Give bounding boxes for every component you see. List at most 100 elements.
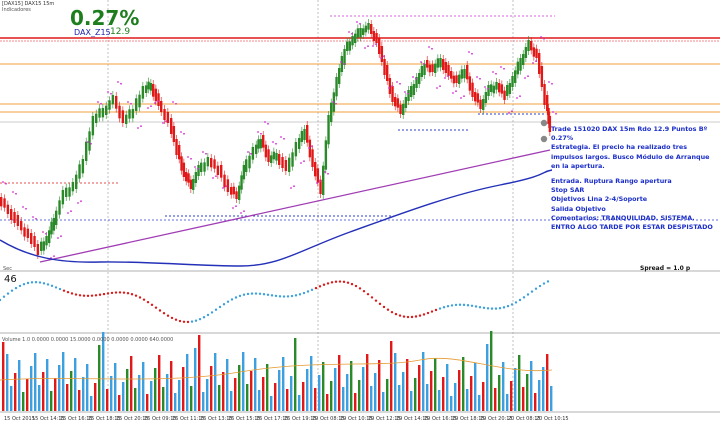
date-label: 19 Oct 14:15 — [396, 416, 429, 422]
candle-body — [452, 75, 456, 84]
sar-dot — [516, 97, 518, 99]
oscillator-dot — [398, 314, 402, 317]
volume-bar — [70, 371, 73, 411]
chart-header-subtitle: Indicadores — [2, 7, 31, 13]
sar-dot — [311, 145, 313, 148]
volume-bar — [446, 364, 449, 411]
volume-bar — [118, 395, 121, 411]
sar-dot — [5, 182, 7, 185]
oscillator-dot — [422, 313, 426, 316]
sar-dot — [232, 207, 234, 209]
candle-body — [508, 83, 512, 94]
volume-bar — [162, 387, 165, 411]
oscillator-dot — [106, 292, 110, 295]
candle-body — [484, 92, 488, 103]
candle-body — [428, 64, 432, 73]
sar-dot — [264, 121, 266, 123]
sar-dot — [243, 210, 245, 213]
volume-bar — [314, 388, 317, 411]
candle-body — [474, 92, 477, 102]
volume-bar — [262, 377, 265, 411]
candle-body — [468, 76, 472, 91]
note-line: Estrategia. El precio ha realizado tres … — [551, 143, 710, 170]
candle-body — [402, 104, 405, 115]
oscillator-dot — [170, 316, 174, 320]
sar-dot — [235, 205, 237, 208]
candle-body — [180, 156, 183, 171]
oscillator-dot — [210, 311, 214, 314]
oscillator-dot — [302, 291, 306, 295]
candle-body — [61, 190, 65, 205]
sar-dot — [511, 110, 513, 113]
volume-bar — [246, 384, 249, 411]
oscillator-dot — [498, 306, 502, 310]
candle-body — [213, 159, 216, 169]
sar-dot — [423, 62, 425, 65]
sar-dot — [460, 97, 462, 99]
volume-bar — [6, 354, 9, 411]
oscillator-dot — [134, 294, 138, 297]
date-label: 15 Oct 18:15 — [88, 416, 121, 422]
oscillator-dot — [222, 303, 226, 306]
oscillator-dot — [362, 289, 366, 293]
oscillator-dot — [478, 305, 482, 309]
candle-body — [431, 64, 434, 72]
volume-bar — [298, 395, 301, 411]
sar-dot — [15, 192, 17, 195]
sar-dot — [165, 120, 167, 123]
volume-bar — [318, 375, 321, 411]
oscillator-dot — [490, 307, 494, 310]
oscillator-dot — [242, 293, 246, 296]
sar-dot — [250, 152, 252, 155]
candle-body — [340, 56, 344, 72]
candle-body — [3, 198, 6, 208]
volume-bar — [306, 369, 309, 411]
oscillator-dot — [38, 281, 42, 284]
sar-dot — [120, 82, 122, 85]
volume-bar — [62, 352, 65, 411]
sar-dot — [543, 37, 545, 40]
sar-dot — [240, 212, 242, 214]
sar-dot — [343, 62, 345, 65]
candle-body — [121, 110, 125, 123]
candle-body — [492, 85, 496, 94]
oscillator-dot — [378, 302, 382, 306]
volume-bar — [526, 374, 529, 411]
candle-body — [386, 65, 389, 81]
date-label: 16 Oct 09:15 — [144, 416, 177, 422]
oscillator-dot — [354, 284, 358, 288]
volume-bar — [470, 376, 473, 411]
volume-bar — [398, 385, 401, 411]
volume-bar — [102, 332, 105, 411]
sar-dot — [335, 102, 337, 105]
volume-bar — [546, 354, 549, 411]
oscillator-dot — [178, 319, 182, 323]
candle-body — [399, 104, 402, 114]
sar-dot — [45, 232, 47, 235]
oscillator-dot — [358, 287, 362, 290]
oscillator-dot — [414, 315, 418, 318]
sar-dot — [107, 91, 109, 93]
oscillator-dot — [150, 303, 154, 307]
volume-bar — [134, 388, 137, 411]
oscillator-dot — [334, 280, 338, 283]
candle-body — [278, 154, 281, 165]
candle-body — [495, 82, 498, 90]
candle-body — [407, 90, 410, 101]
sar-dot — [524, 77, 526, 79]
sar-dot — [42, 231, 44, 233]
sar-dot — [12, 191, 14, 193]
candle-body — [463, 69, 466, 79]
volume-bar — [150, 381, 153, 411]
sar-dot — [197, 167, 199, 170]
volume-bar — [258, 390, 261, 411]
date-axis: 15 Oct 2015 15 Oct 14:15 15 Oct 16:15 15 Oc… — [0, 413, 720, 426]
volume-bar — [238, 365, 241, 411]
volume-bar — [86, 364, 89, 411]
sar-dot — [404, 91, 406, 93]
volume-bar — [54, 378, 57, 411]
candle-body — [359, 28, 362, 38]
candle-body — [343, 49, 346, 65]
candle-body — [52, 218, 56, 231]
